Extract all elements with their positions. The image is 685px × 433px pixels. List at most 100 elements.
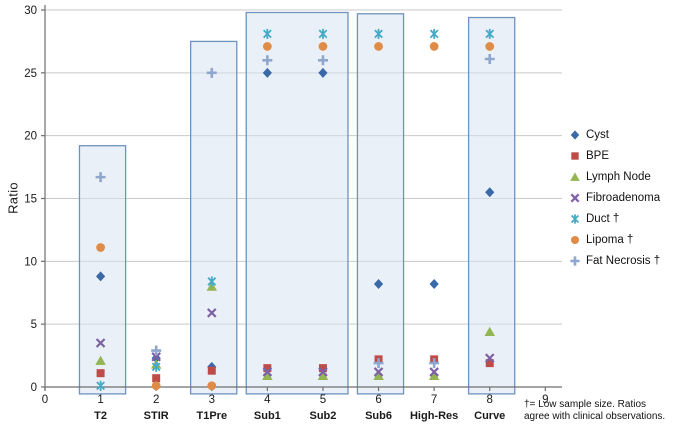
data-point-circle — [262, 42, 272, 51]
footnote-line-1: †= Low sample size. Ratios — [524, 399, 647, 410]
y-tick-label: 10 — [24, 256, 37, 268]
data-point-square — [571, 151, 579, 160]
y-tick-label: 25 — [24, 68, 37, 80]
data-point-plus — [570, 255, 580, 266]
data-point-x-line — [374, 28, 383, 39]
data-point-square — [207, 366, 216, 375]
data-point-circle — [570, 235, 580, 244]
data-point-diamond — [429, 278, 439, 289]
x-tick-label: 2 — [153, 394, 159, 406]
data-point-diamond — [262, 67, 272, 78]
data-point-plus — [484, 54, 495, 65]
data-point-circle — [151, 381, 161, 391]
x-tick-label: 5 — [320, 394, 326, 406]
legend-marker-icon — [570, 193, 580, 202]
data-point-x-line — [429, 28, 439, 39]
x-tick-label: 8 — [487, 394, 493, 406]
category-label: Sub1 — [254, 410, 281, 422]
data-point-diamond — [570, 129, 580, 140]
footnote: †= Low sample size. Ratios agree with cl… — [524, 399, 682, 423]
legend-item: Lipoma † — [568, 229, 660, 250]
data-point-circle — [429, 42, 439, 51]
data-point-x — [206, 308, 217, 318]
category-label: Sub6 — [365, 410, 392, 422]
legend-marker-icon — [570, 255, 580, 266]
data-point-x-line — [570, 213, 580, 224]
data-point-x — [429, 367, 439, 377]
data-point-x — [570, 193, 580, 202]
legend-item: Cyst — [568, 124, 660, 145]
y-tick-label: 30 — [24, 5, 37, 17]
data-point-plus — [151, 345, 162, 356]
data-point-triangle — [373, 370, 384, 380]
data-point-triangle — [428, 370, 440, 380]
data-point-triangle — [95, 355, 106, 365]
data-point-x — [151, 352, 161, 362]
legend-item: Lymph Node — [568, 166, 660, 187]
data-point-plus — [429, 358, 440, 369]
highlight-box — [78, 145, 127, 395]
data-point-circle — [207, 381, 217, 391]
legend-marker-icon — [570, 213, 580, 224]
data-point-circle — [485, 42, 495, 51]
category-label: STIR — [144, 410, 169, 422]
data-point-triangle — [484, 326, 495, 336]
data-point-x-line — [151, 361, 161, 372]
x-tick-label: 4 — [264, 394, 271, 406]
category-label: Curve — [474, 410, 505, 422]
highlight-box — [356, 13, 405, 395]
data-point-triangle — [570, 171, 580, 181]
data-point-x-line — [485, 28, 495, 39]
data-point-plus — [373, 358, 384, 369]
highlight-box — [467, 16, 516, 395]
data-point-circle — [96, 243, 105, 252]
legend-label: Lymph Node — [586, 170, 651, 183]
data-point-square — [152, 374, 161, 383]
legend-item: Duct † — [568, 208, 660, 229]
data-point-plus — [95, 172, 106, 183]
highlight-box — [189, 40, 238, 395]
x-tick-label: 9 — [542, 394, 548, 406]
legend-marker-icon — [571, 151, 579, 160]
legend-label: Duct † — [586, 212, 620, 225]
legend-item: Fibroadenoma — [568, 187, 660, 208]
x-tick-label: 6 — [375, 394, 381, 406]
data-point-x-line — [207, 276, 217, 287]
legend-marker-icon — [570, 235, 580, 244]
data-point-plus — [262, 55, 273, 66]
x-tick-label: 7 — [431, 394, 437, 406]
data-point-triangle — [262, 370, 273, 380]
highlight-box — [245, 11, 349, 395]
legend-item: BPE — [568, 145, 660, 166]
data-point-diamond — [95, 271, 106, 282]
data-point-x — [262, 367, 273, 377]
data-point-diamond — [318, 67, 328, 78]
data-point-x — [484, 353, 495, 363]
category-label: T1Pre — [196, 410, 227, 422]
data-point-diamond — [373, 278, 384, 289]
legend-label: Fibroadenoma — [586, 191, 661, 204]
legend-marker-icon — [570, 171, 580, 181]
data-point-x — [95, 338, 106, 348]
legend: Cyst BPE Lymph Node Fibroadenoma Duct † Lipom… — [568, 124, 660, 271]
y-tick-label: 5 — [31, 319, 37, 331]
y-tick-label: 15 — [24, 194, 37, 206]
legend-item: Fat Necrosis † — [568, 250, 660, 271]
legend-label: Lipoma † — [586, 233, 634, 246]
data-point-triangle — [317, 370, 329, 380]
data-point-square — [96, 369, 105, 378]
y-tick-label: 0 — [31, 382, 37, 394]
data-point-x — [318, 367, 328, 377]
data-point-x-line — [96, 380, 105, 391]
data-point-circle — [318, 42, 328, 51]
data-point-x-line — [262, 28, 272, 39]
category-label: High-Res — [410, 410, 458, 422]
data-point-circle — [374, 42, 383, 51]
category-label: T2 — [94, 410, 107, 422]
x-tick-label: 1 — [97, 394, 103, 406]
legend-marker-icon — [570, 129, 580, 140]
legend-label: Cyst — [586, 128, 609, 141]
x-tick-label: 3 — [209, 394, 215, 406]
